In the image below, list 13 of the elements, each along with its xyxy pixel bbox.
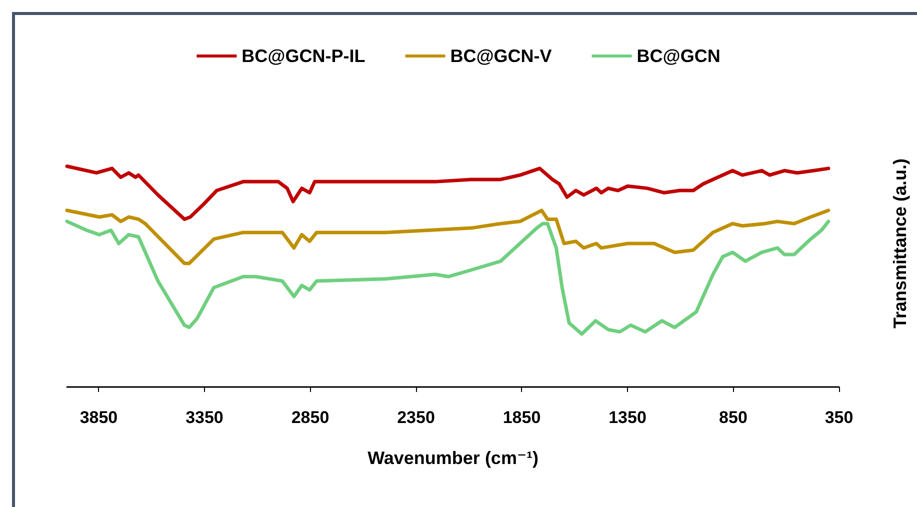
x-tick-label: 3850 bbox=[80, 408, 118, 427]
y-axis-title: Transmittance (a.u.) bbox=[890, 158, 910, 329]
x-axis-title: Wavenumber (cm⁻¹) bbox=[368, 448, 538, 468]
x-tick-label: 1350 bbox=[608, 408, 646, 427]
x-tick-label: 1850 bbox=[502, 408, 541, 427]
legend-label: BC@GCN-P-IL bbox=[242, 46, 366, 66]
x-tick-label: 850 bbox=[719, 408, 748, 427]
legend-label: BC@GCN-V bbox=[450, 46, 552, 66]
x-tick-label: 2850 bbox=[291, 408, 330, 427]
x-tick-label: 3350 bbox=[186, 408, 224, 427]
x-tick-label: 350 bbox=[824, 408, 854, 427]
x-tick-label: 2350 bbox=[397, 408, 435, 427]
legend-label: BC@GCN bbox=[636, 46, 720, 66]
